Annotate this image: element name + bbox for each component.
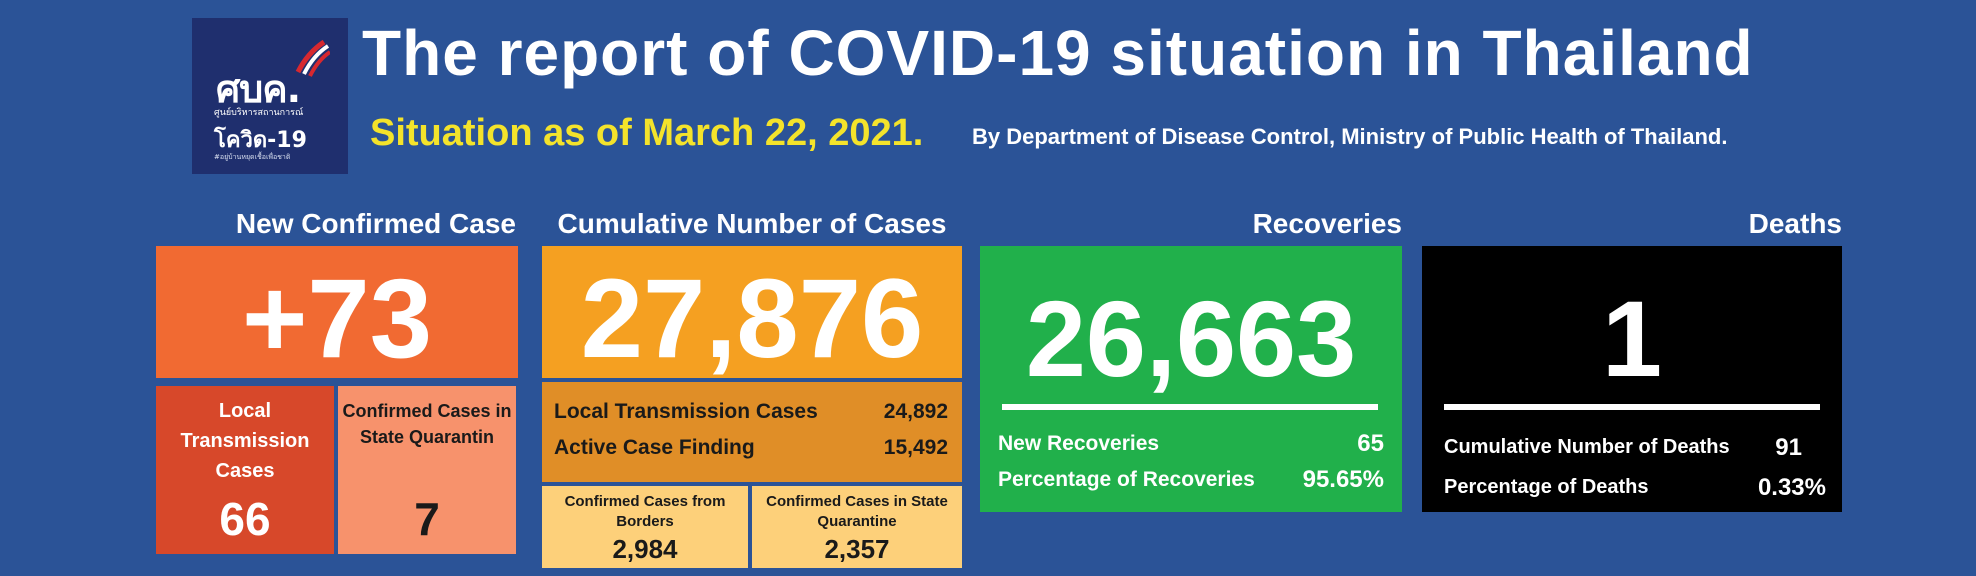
cumulative-deaths-row: Cumulative Number of Deaths 91: [1444, 434, 1826, 461]
recoveries-total: 26,663: [1025, 278, 1357, 399]
cumulative-total: 27,876: [580, 256, 924, 381]
recoveries-percentage-label: Percentage of Recoveries: [998, 468, 1255, 491]
situation-date: Situation as of March 22, 2021.: [370, 112, 924, 154]
recoveries-heading: Recoveries: [1252, 208, 1402, 239]
recoveries-percentage-value: 95.65%: [1302, 466, 1384, 493]
deaths-divider: [1444, 404, 1820, 410]
new-quarantine-card: Confirmed Cases in State Quarantin 7: [338, 386, 516, 554]
cumulative-heading: Cumulative Number of Cases: [557, 208, 947, 239]
logo-line2: โควิด-19: [214, 128, 307, 153]
deaths-percentage-label: Percentage of Deaths: [1444, 476, 1649, 498]
cumulative-quarantine-value: 2,357: [824, 534, 890, 564]
deaths-percentage-row: Percentage of Deaths 0.33%: [1444, 474, 1826, 501]
new-local-value: 66: [219, 493, 271, 545]
report-title: The report of COVID-19 situation in Thai…: [362, 17, 1754, 89]
cumulative-quarantine-card: Confirmed Cases in State Quarantine 2,35…: [752, 486, 962, 568]
new-confirmed-heading: New Confirmed Case: [235, 208, 516, 239]
deaths-percentage-value: 0.33%: [1757, 474, 1826, 501]
cumulative-active-value: 15,492: [883, 436, 948, 459]
deaths-heading: Deaths: [1748, 208, 1842, 239]
new-recoveries-row: New Recoveries 65: [998, 430, 1384, 457]
cumulative-deaths-label: Cumulative Number of Deaths: [1444, 436, 1730, 458]
cumulative-total-card: 27,876: [542, 246, 962, 381]
recoveries-card: 26,663 New Recoveries 65 Percentage of R…: [980, 246, 1402, 512]
logo-mark: ศบค.: [216, 67, 301, 111]
new-quarantine-value: 7: [414, 493, 440, 545]
cumulative-local-row: Local Transmission Cases 24,892: [554, 400, 948, 424]
new-confirmed-total-card: +73: [156, 246, 518, 381]
deaths-card: 1 Cumulative Number of Deaths 91 Percent…: [1422, 246, 1842, 512]
cumulative-local-value: 24,892: [883, 400, 948, 423]
thai-flag-ribbon-icon: [295, 39, 330, 77]
recoveries-divider: [1002, 404, 1378, 410]
logo-tagline: #อยู่บ้านหยุดเชื้อเพื่อชาติ: [214, 153, 291, 161]
dcc-logo: ศบค. ศูนย์บริหารสถานการณ์ โควิด-19 #อยู่…: [192, 18, 348, 174]
new-local-label: Local Transmission Cases: [180, 400, 310, 482]
logo-line1: ศูนย์บริหารสถานการณ์: [214, 108, 304, 118]
cumulative-local-label: Local Transmission Cases: [554, 400, 818, 423]
recoveries-percentage-row: Percentage of Recoveries 95.65%: [998, 466, 1384, 493]
new-recoveries-label: New Recoveries: [998, 432, 1160, 455]
source-credit: By Department of Disease Control, Minist…: [972, 124, 1728, 149]
deaths-total: 1: [1601, 278, 1663, 399]
cumulative-borders-value: 2,984: [612, 534, 678, 564]
new-quarantine-label: Confirmed Cases in State Quarantin: [342, 401, 512, 447]
cumulative-borders-card: Confirmed Cases from Borders 2,984: [542, 486, 748, 568]
cumulative-active-label: Active Case Finding: [554, 436, 755, 459]
new-recoveries-value: 65: [1357, 430, 1384, 457]
cumulative-breakdown-card: Local Transmission Cases 24,892 Active C…: [542, 382, 962, 482]
new-local-transmission-card: Local Transmission Cases 66: [156, 386, 334, 554]
cumulative-deaths-value: 91: [1775, 434, 1802, 461]
cumulative-quarantine-label: Confirmed Cases in State Quarantine: [766, 493, 948, 530]
cumulative-active-row: Active Case Finding 15,492: [554, 436, 948, 460]
new-confirmed-total: +73: [242, 256, 432, 381]
cumulative-borders-label: Confirmed Cases from Borders: [564, 493, 726, 530]
